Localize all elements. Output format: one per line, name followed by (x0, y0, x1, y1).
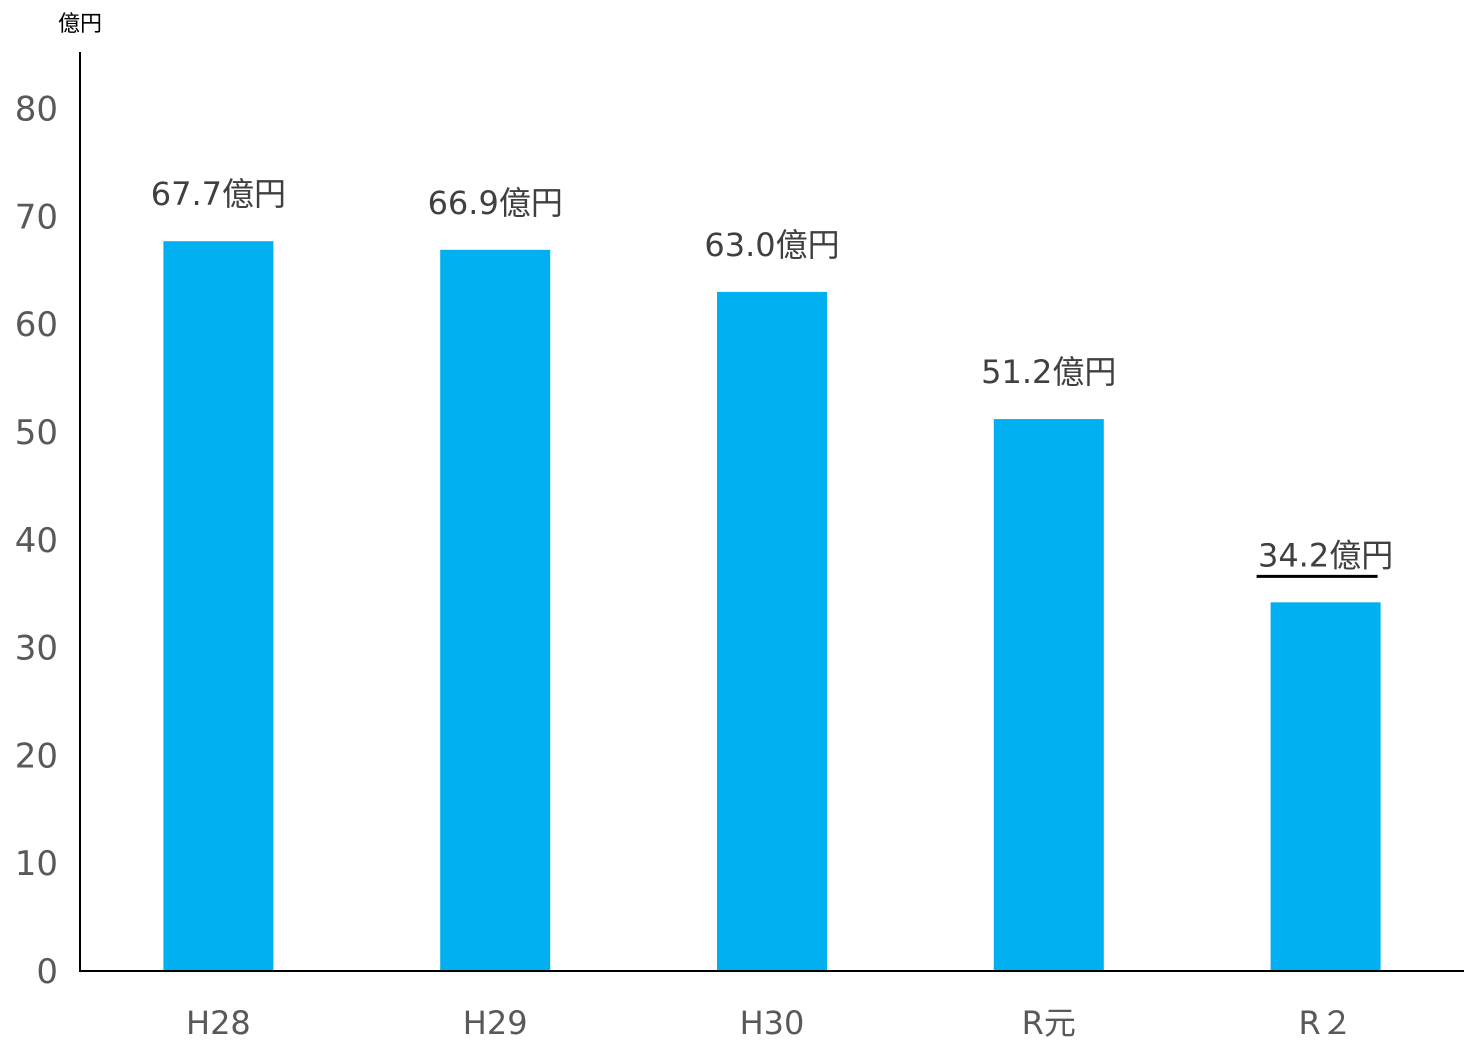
data-label: 34.2億円 (1258, 536, 1393, 574)
data-label: 51.2億円 (981, 353, 1116, 391)
category-label: R元 (1022, 1004, 1076, 1042)
data-label: 67.7億円 (151, 175, 286, 213)
category-label: H29 (463, 1004, 528, 1042)
bar (993, 419, 1104, 972)
category-label: R２ (1298, 1004, 1352, 1042)
category-labels: H28 H29 H30 R元 R２ (186, 1004, 1353, 1042)
category-label: H28 (186, 1004, 251, 1042)
y-tick-label: 30 (15, 629, 58, 669)
y-tick-label: 0 (36, 952, 58, 992)
y-tick-label: 10 (15, 844, 58, 884)
y-tick-label: 40 (15, 521, 58, 561)
bar (440, 249, 551, 971)
y-tick-label: 80 (15, 90, 58, 130)
category-label: H30 (740, 1004, 805, 1042)
y-tick-label: 50 (15, 413, 58, 453)
data-label: 66.9億円 (428, 184, 563, 222)
bar (163, 241, 274, 972)
bars (163, 241, 1381, 972)
bar (717, 291, 827, 971)
bar (1270, 602, 1381, 971)
y-axis-ticks: 0 10 20 30 40 50 60 70 80 (15, 90, 58, 992)
y-tick-label: 60 (15, 305, 58, 345)
data-labels: 67.7億円 66.9億円 63.0億円 51.2億円 34.2億円 (151, 175, 1393, 578)
y-axis-unit-label: 億円 (58, 12, 102, 37)
y-tick-label: 20 (15, 736, 58, 776)
data-label: 63.0億円 (704, 226, 839, 264)
y-tick-label: 70 (15, 197, 58, 237)
